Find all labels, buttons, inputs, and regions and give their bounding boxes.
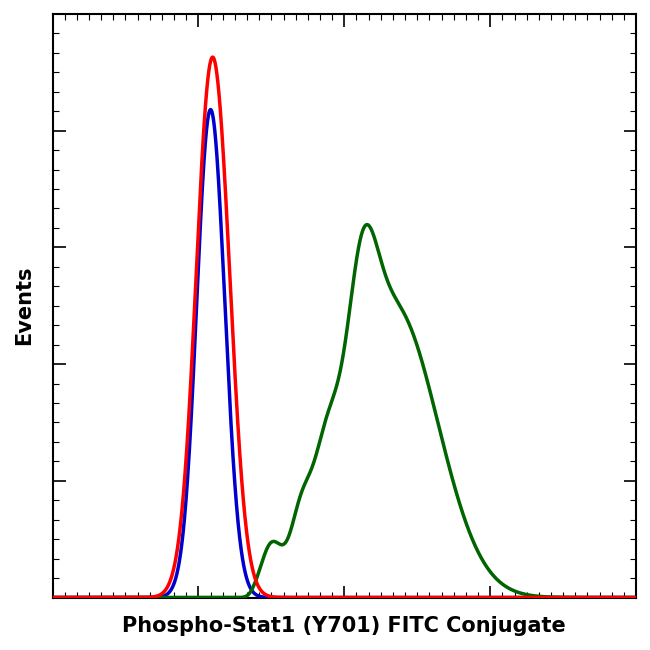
- X-axis label: Phospho-Stat1 (Y701) FITC Conjugate: Phospho-Stat1 (Y701) FITC Conjugate: [122, 616, 566, 636]
- Y-axis label: Events: Events: [14, 266, 34, 345]
